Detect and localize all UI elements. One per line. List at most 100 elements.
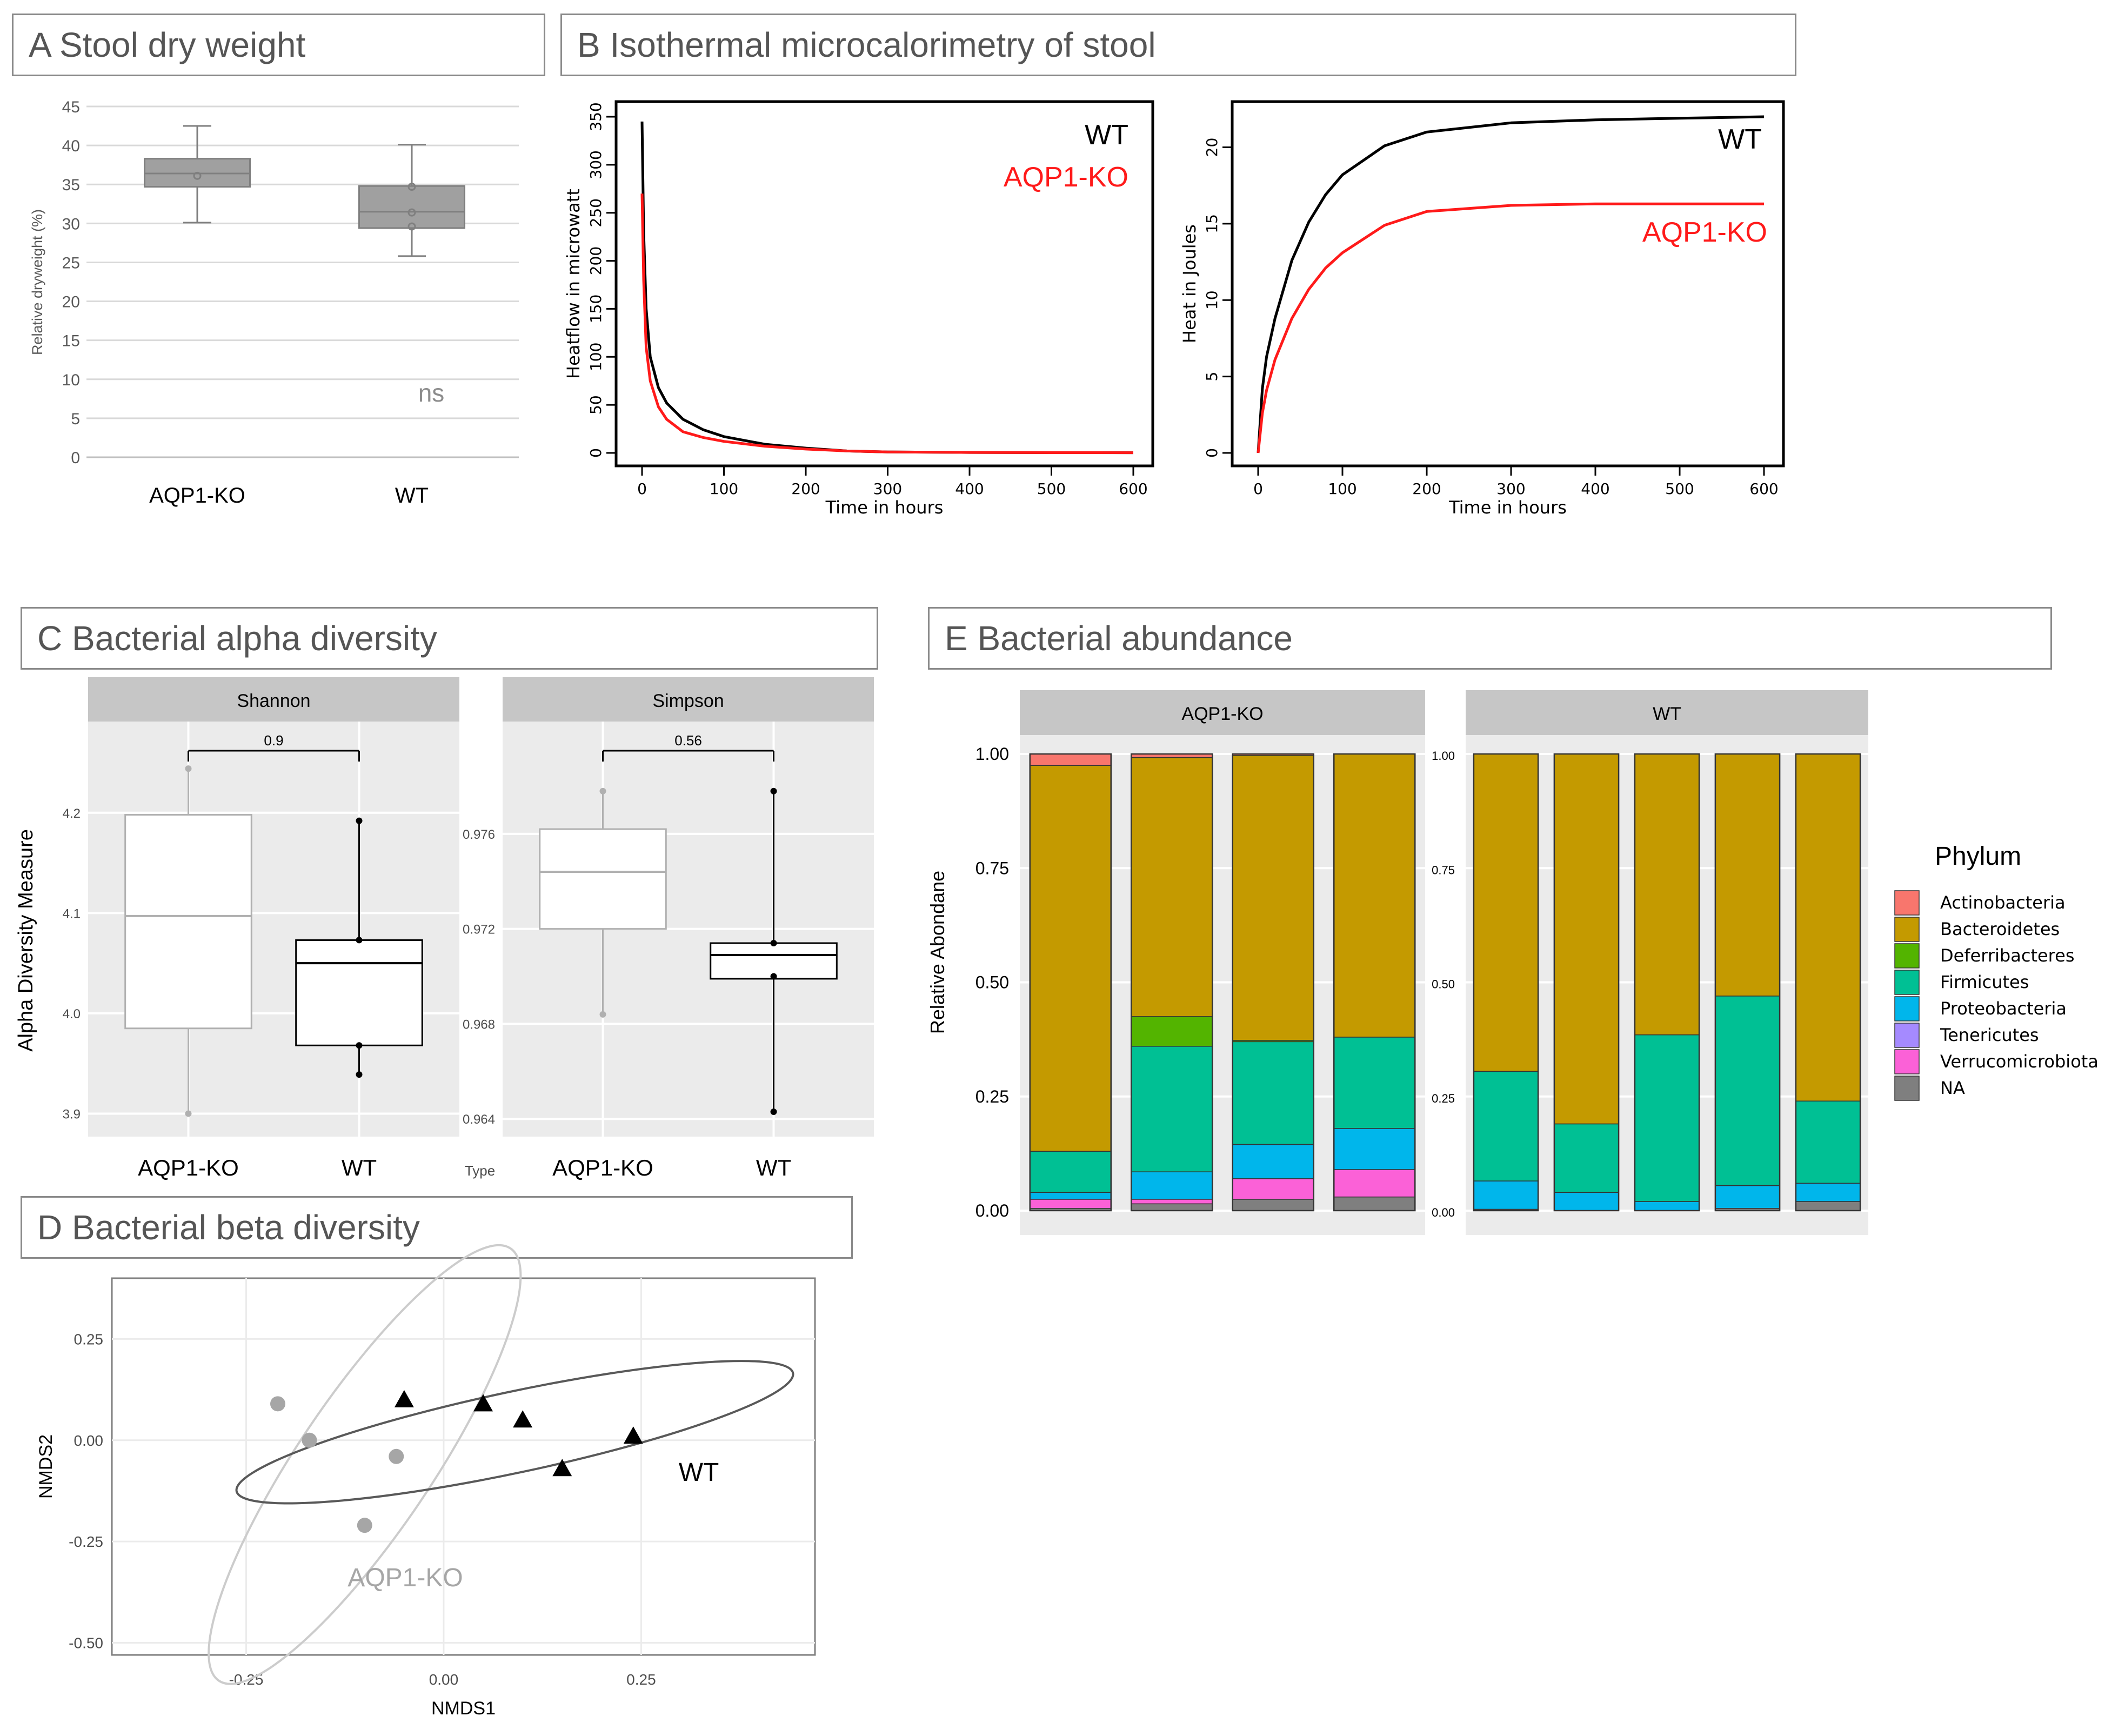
y-tick-label: 15 [62,332,80,350]
point-aqp1-ko [357,1518,372,1533]
legend-swatch-deferribacteres [1894,943,1920,969]
data-point [407,183,416,191]
bar-segment-actinobacteria [1030,753,1112,766]
bar-segment-proteobacteria [1554,1192,1619,1211]
bar-segment-firmicutes [1715,996,1780,1186]
x-tick-label: 100 [710,480,738,498]
facet-strip [1020,690,1425,735]
stacked-bar [1232,753,1314,1212]
stacked-bar [1553,753,1620,1212]
y-tick-label: 4.2 [63,806,81,821]
box-aqp1-ko [539,787,667,1018]
shannon-chart: Shannon 3.9 4.0 4.1 4.2 AQP1-KO WT 0.9 [63,677,459,1180]
y-tick-label: -0.25 [69,1533,103,1550]
bar-outline [1232,753,1314,1212]
facet-strip [88,677,459,722]
y-tick-label: 20 [62,293,80,311]
bar-segment-proteobacteria [1473,1180,1539,1210]
y-axis-label: NMDS2 [36,1434,56,1499]
x-category-label: AQP1-KO [138,1155,239,1180]
legend-label: Bacteroidetes [1940,919,2060,939]
bar-segment-firmicutes [1473,1071,1539,1181]
panel-e-title: E Bacterial abundance [928,607,2052,670]
y-tick-label: 350 [587,102,605,131]
data-point [193,171,202,180]
series-line-aqp1-ko [1257,202,1764,453]
x-tick-label: 300 [1496,480,1525,498]
x-tick-label: 400 [955,480,984,498]
box-wt [295,817,423,1078]
bar-segment-bacteroidetes [1232,755,1314,1041]
facet-wt: WT 0.00 0.25 0.50 0.75 1.00 [1432,690,1868,1235]
x-category-label: WT [342,1155,377,1180]
stacked-bar [1473,753,1539,1212]
point-wt [473,1394,493,1412]
point-wt [513,1410,533,1428]
x-category-label: AQP1-KO [552,1155,653,1180]
x-tick-label: 0.00 [429,1671,459,1688]
x-tick-label: 600 [1119,480,1147,498]
stacked-bar [1634,753,1700,1212]
pvalue-label: 0.56 [674,732,702,749]
x-tick-label: 200 [791,480,820,498]
y-tick-label: 35 [62,176,80,194]
heatflow-plot-frame [614,100,1154,468]
facet-label: WT [1653,704,1681,724]
y-tick-label: 40 [62,137,80,155]
bar-segment-firmicutes [1232,1041,1314,1145]
y-tick-label: 1.00 [1432,749,1455,763]
y-tick-label: 15 [1203,214,1221,233]
group-label-wt: WT [679,1458,719,1487]
y-tick-label: 4.0 [63,1007,81,1021]
alpha-y-axis-label: Alpha Diversity Measure [15,829,37,1052]
simpson-chart: Simpson 0.964 0.968 0.972 0.976 AQP1-KO WT 0.56 [463,677,874,1180]
panel-d-title: D Bacterial beta diversity [21,1196,853,1259]
bar-segment-verrucomicrobiota [1030,1199,1112,1209]
legend-swatch-tenericutes [1894,1023,1920,1048]
y-tick-label: 0.00 [1432,1206,1455,1219]
panel-c-title: C Bacterial alpha diversity [21,607,878,670]
point-aqp1-ko [270,1396,285,1412]
y-axis-label: Relative dryweight (%) [29,209,45,355]
significance-label: ns [418,379,445,407]
x-tick-label: 500 [1037,480,1066,498]
bar-segment-bacteroidetes [1795,753,1861,1101]
legend-label: Actinobacteria [1940,892,2066,913]
x-axis-label: Time in hours [1448,497,1567,518]
point-wt [394,1390,414,1407]
bar-segment-proteobacteria [1795,1183,1861,1202]
y-tick-label: 0 [587,448,605,458]
y-tick-label: 25 [62,254,80,272]
y-tick-label: 1.00 [975,744,1009,764]
data-point [599,1011,606,1018]
x-axis-label: Time in hours [825,497,944,518]
data-point [599,787,606,794]
x-tick-label: 0.25 [626,1671,656,1688]
bar-segment-bacteroidetes [1131,757,1213,1017]
y-tick-label: 3.9 [63,1107,81,1121]
y-tick-label: 150 [587,295,605,323]
y-tick-label: 0 [71,449,80,467]
y-tick-label: 50 [587,395,605,415]
y-tick-label: 0.976 [463,827,495,842]
abundance-chart: AQP1-KO 0.00 0.25 0.50 0.75 1.00 WT 0.00 0.25 0.5… [926,690,2099,1235]
bar-segment-proteobacteria [1131,1171,1213,1200]
y-axis-label: Relative Abondane [926,871,948,1034]
bar-outline [1714,753,1781,1212]
x-tick-label: 300 [873,480,902,498]
bar-outline [1029,753,1112,1212]
bar-segment-firmicutes [1795,1100,1861,1184]
data-point [185,765,192,772]
y-tick-label: 0.50 [1432,978,1455,991]
ellipse-wt [235,1360,794,1505]
box-body [295,939,423,1046]
point-aqp1-ko [389,1448,404,1464]
y-tick-label: 0.25 [1432,1092,1455,1105]
series-line-aqp1-ko [640,193,1134,455]
bar-segment-na [1232,1199,1314,1211]
bar-outline [1131,753,1213,1212]
bar-segment-firmicutes [1131,1046,1213,1172]
box-aqp1-ko [124,765,252,1117]
y-axis-label: Heatflow in microwatt [563,189,584,379]
